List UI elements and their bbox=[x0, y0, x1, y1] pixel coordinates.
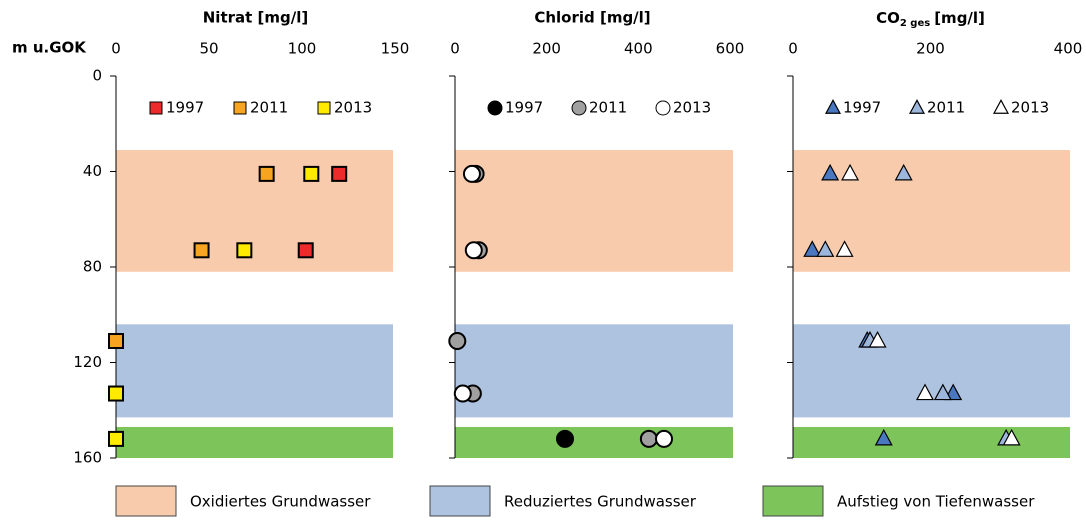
zone-legend-label: Oxidiertes Grundwasser bbox=[190, 493, 371, 511]
x-tick-label: 0 bbox=[450, 40, 460, 58]
data-point bbox=[453, 384, 472, 403]
zone-legend-swatch bbox=[762, 485, 824, 517]
y-tick-label: 40 bbox=[83, 162, 102, 180]
zone-legend-swatch bbox=[429, 485, 491, 517]
data-point bbox=[821, 163, 840, 181]
data-point bbox=[331, 165, 348, 182]
marker bbox=[908, 99, 926, 114]
x-tick-label: 400 bbox=[624, 40, 653, 58]
zone-band bbox=[455, 324, 733, 418]
x-tick-label: 100 bbox=[288, 40, 317, 58]
x-tick-label: 0 bbox=[111, 40, 121, 58]
data-point bbox=[874, 428, 893, 446]
legend-label: 1997 bbox=[505, 99, 543, 117]
marker bbox=[149, 101, 163, 115]
data-point bbox=[448, 332, 467, 351]
data-point bbox=[108, 430, 124, 447]
zone-legend-label: Reduziertes Grundwasser bbox=[504, 493, 697, 511]
legend-label: 2011 bbox=[927, 99, 965, 117]
legend-label: 1997 bbox=[843, 99, 881, 117]
legend-label: 1997 bbox=[166, 99, 204, 117]
y-tick-label: 80 bbox=[83, 258, 102, 276]
data-point bbox=[258, 165, 275, 182]
marker bbox=[571, 100, 587, 116]
zone-legend-label: Aufstieg von Tiefenwasser bbox=[837, 493, 1035, 511]
x-tick-label: 150 bbox=[381, 40, 410, 58]
data-point bbox=[841, 163, 860, 181]
x-tick-label: 0 bbox=[788, 40, 798, 58]
data-point bbox=[1002, 428, 1021, 446]
title-main: CO bbox=[876, 9, 900, 27]
zone-legend-swatch bbox=[115, 485, 177, 517]
zone-band bbox=[116, 150, 393, 272]
legend-label: 2013 bbox=[334, 99, 372, 117]
title-unit: [mg/l] bbox=[934, 9, 985, 27]
data-point bbox=[803, 240, 822, 257]
x-tick-label: 600 bbox=[716, 40, 745, 58]
data-point bbox=[868, 330, 887, 348]
marker bbox=[317, 101, 331, 115]
legend-label: 2013 bbox=[673, 99, 711, 117]
marker bbox=[233, 101, 247, 115]
chart-title: Nitrat [mg/l] bbox=[203, 9, 308, 27]
data-point bbox=[933, 383, 952, 401]
y-tick-label: 120 bbox=[73, 353, 102, 371]
x-tick-label: 400 bbox=[1054, 40, 1083, 58]
legend-label: 2011 bbox=[589, 99, 627, 117]
zone-band bbox=[793, 324, 1070, 418]
y-tick-label: 0 bbox=[92, 67, 102, 85]
x-tick-label: 200 bbox=[532, 40, 561, 58]
chart-title: CO2 ges [mg/l] bbox=[876, 9, 985, 30]
data-point bbox=[462, 164, 481, 183]
data-point bbox=[297, 242, 314, 259]
data-point bbox=[193, 242, 210, 259]
y-tick-label: 160 bbox=[73, 449, 102, 467]
chart-title: Chlorid [mg/l] bbox=[534, 9, 650, 27]
zone-band bbox=[793, 150, 1070, 272]
data-point bbox=[894, 163, 913, 181]
x-tick-label: 200 bbox=[916, 40, 945, 58]
zone-band bbox=[116, 324, 393, 418]
data-point bbox=[639, 429, 658, 448]
data-point bbox=[556, 429, 574, 448]
data-point bbox=[655, 429, 673, 448]
marker bbox=[655, 100, 671, 116]
data-point bbox=[303, 165, 320, 182]
data-point bbox=[108, 385, 124, 402]
marker bbox=[992, 99, 1010, 114]
marker bbox=[824, 99, 842, 114]
data-point bbox=[915, 383, 935, 401]
x-tick-label: 50 bbox=[199, 40, 218, 58]
zone-band bbox=[455, 150, 733, 272]
title-sub: 2 ges bbox=[900, 18, 930, 29]
legend-label: 2013 bbox=[1011, 99, 1049, 117]
y-axis-label: m u.GOK bbox=[12, 39, 87, 57]
data-point bbox=[835, 240, 854, 257]
marker bbox=[487, 100, 503, 116]
data-point bbox=[816, 240, 835, 257]
zone-band bbox=[116, 426, 393, 458]
data-point bbox=[464, 241, 483, 260]
data-point bbox=[108, 333, 124, 350]
zone-band bbox=[793, 426, 1070, 458]
zone-band bbox=[455, 426, 733, 458]
legend-label: 2011 bbox=[250, 99, 288, 117]
data-point bbox=[236, 242, 253, 259]
